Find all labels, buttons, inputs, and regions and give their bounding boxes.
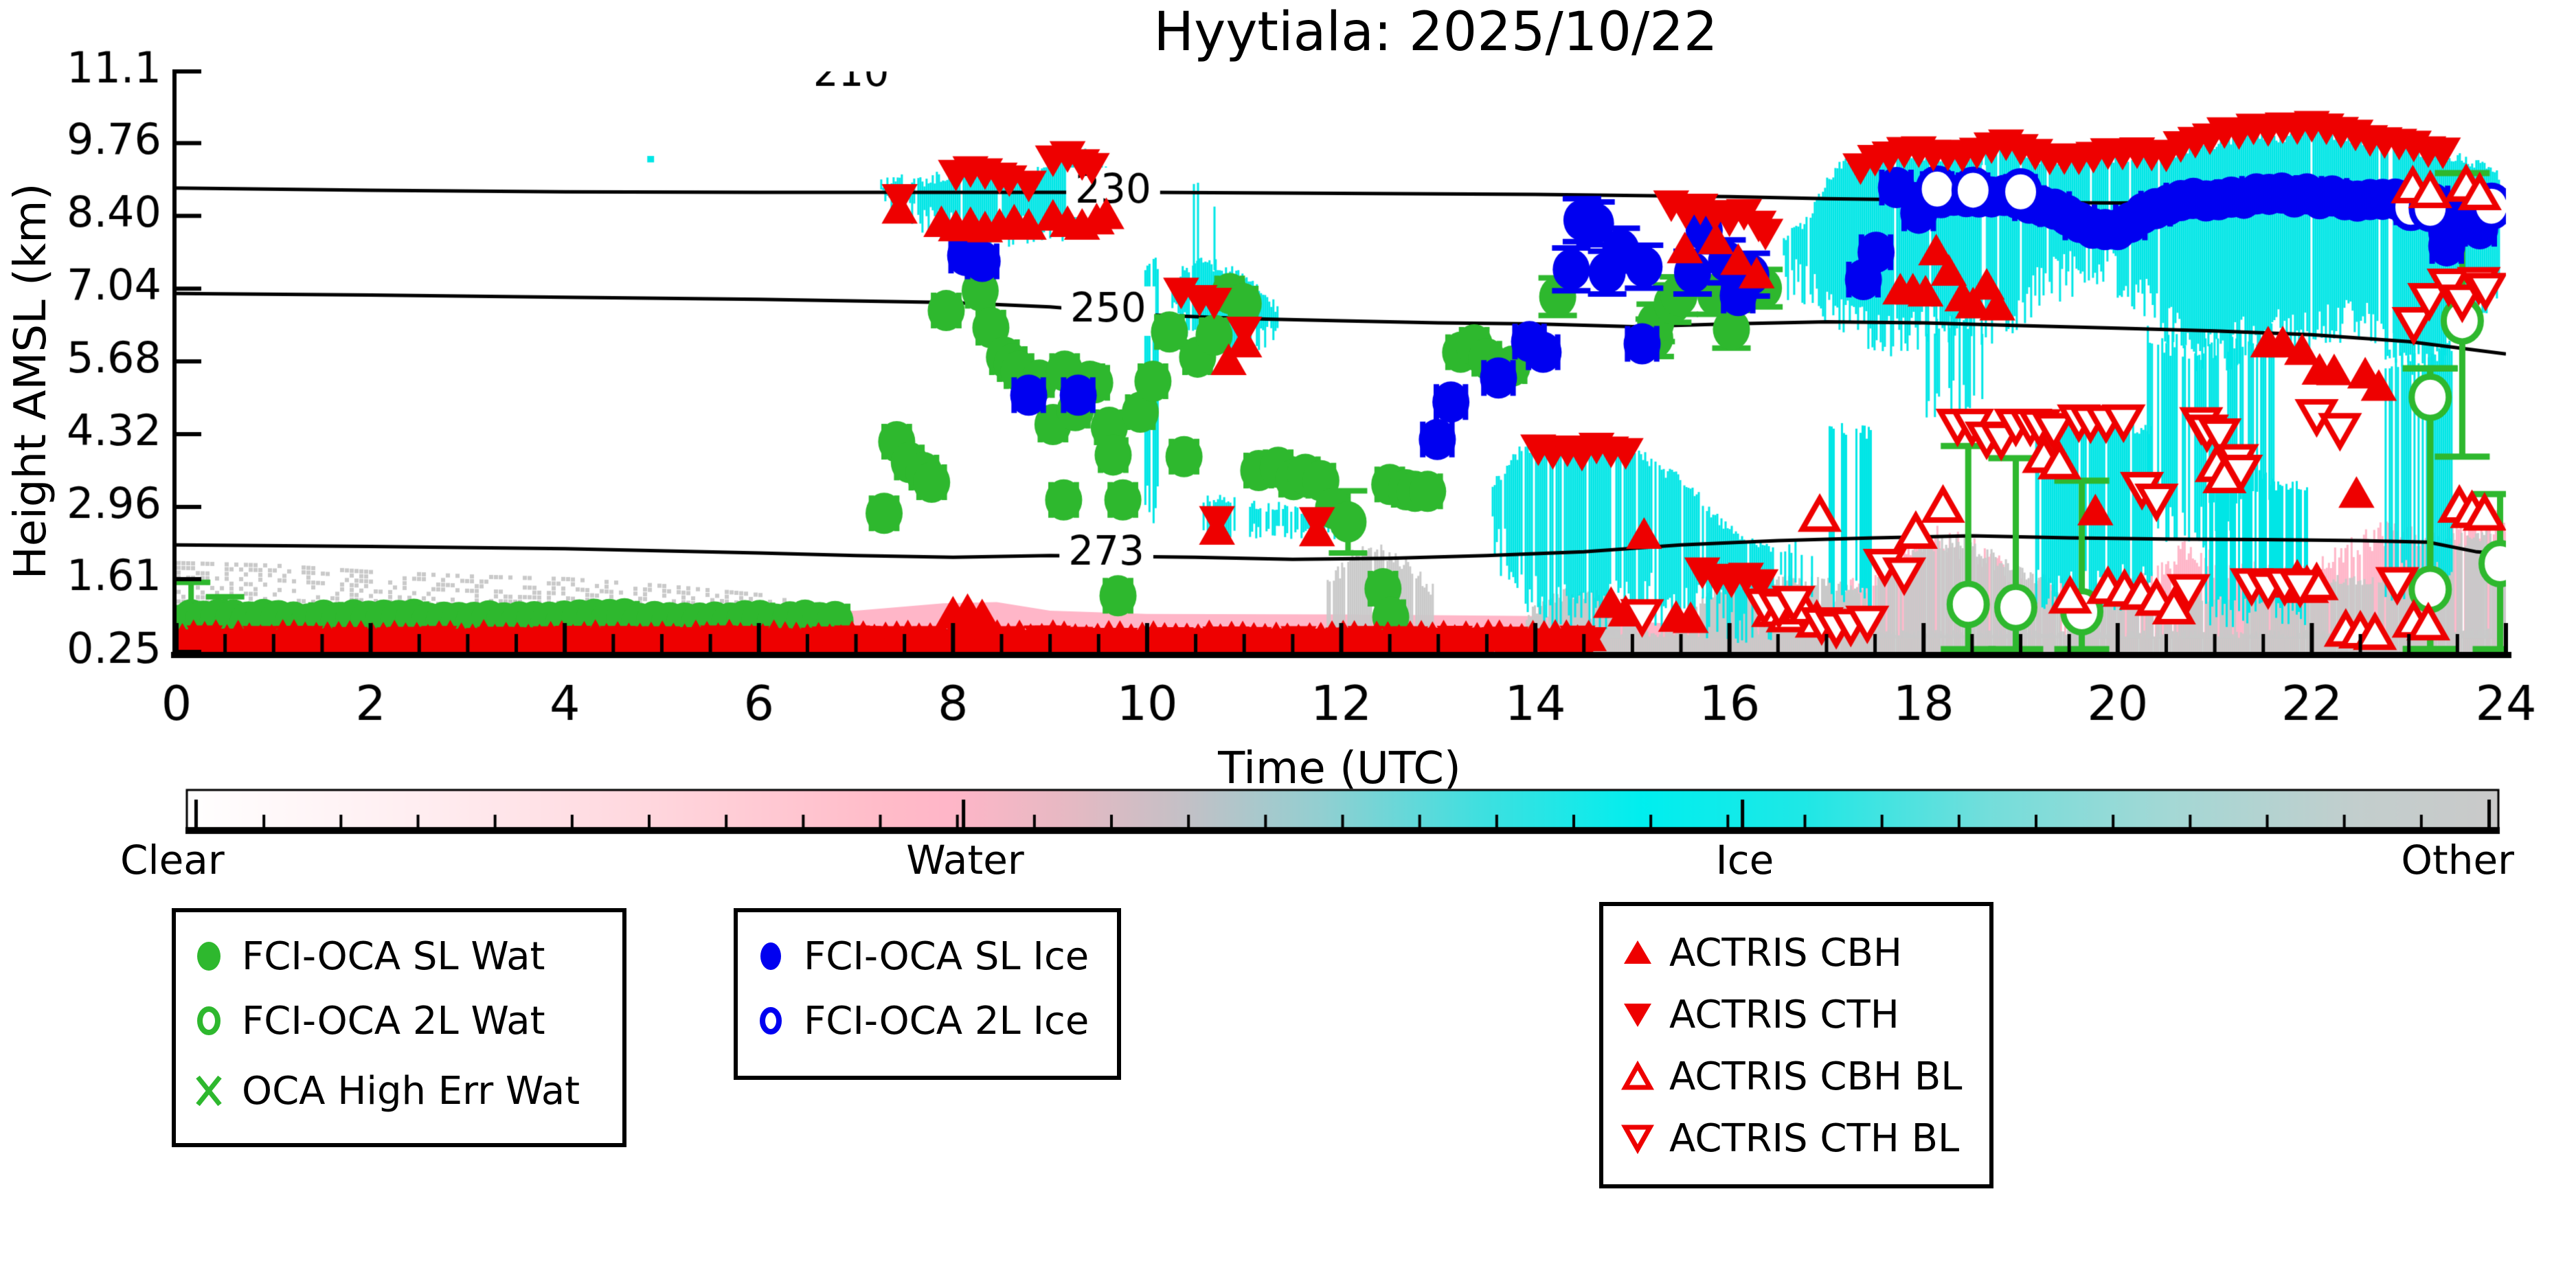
x-marker-icon (196, 1075, 222, 1107)
legend-item: FCI-OCA 2L Wat (191, 996, 545, 1046)
legend-item-label: ACTRIS CTH BL (1669, 1116, 1960, 1161)
y-axis-label: Height AMSL (km) (5, 183, 56, 580)
legend-item-label: OCA High Err Wat (242, 1068, 580, 1114)
colorbar-label-other: Other (2401, 837, 2514, 883)
open-circle-icon (760, 1007, 782, 1035)
legend-item-label: FCI-OCA 2L Ice (804, 998, 1089, 1043)
legend-item: ACTRIS CTH (1618, 990, 1899, 1039)
page-title: Hyytiala: 2025/10/22 (1153, 1, 1718, 63)
open-circle-icon (197, 1006, 221, 1035)
legend-box-water: FCI-OCA SL Wat FCI-OCA 2L Wat OCA High E… (172, 908, 626, 1147)
legend-box-actris: ACTRIS CBH ACTRIS CTH ACTRIS CBH BL ACTR… (1599, 902, 1993, 1188)
legend-item-label: FCI-OCA 2L Wat (242, 998, 545, 1043)
open-triangle-up-icon (1621, 1060, 1654, 1090)
legend-item: FCI-OCA SL Ice (753, 931, 1089, 981)
legend-item: FCI-OCA 2L Ice (753, 996, 1089, 1046)
legend-item: FCI-OCA SL Wat (191, 931, 545, 981)
legend-item: ACTRIS CBH (1618, 928, 1902, 978)
legend-item: ACTRIS CTH BL (1618, 1114, 1959, 1163)
legend-box-ice: FCI-OCA SL Ice FCI-OCA 2L Ice (734, 908, 1121, 1080)
legend-item-label: FCI-OCA SL Wat (242, 934, 545, 979)
open-triangle-down-icon (1621, 1125, 1654, 1155)
colorbar-label-water: Water (906, 837, 1024, 883)
filled-circle-icon (197, 942, 221, 971)
legend-item-label: ACTRIS CTH (1669, 992, 1899, 1037)
colorbar-label-clear: Clear (120, 837, 225, 883)
filled-triangle-up-icon (1624, 940, 1651, 964)
legend-item-label: ACTRIS CBH BL (1669, 1054, 1963, 1099)
legend-item-label: ACTRIS CBH (1669, 930, 1903, 975)
legend-item-label: FCI-OCA SL Ice (804, 934, 1089, 979)
filled-triangle-down-icon (1624, 1004, 1651, 1027)
colorbar-label-ice: Ice (1715, 837, 1774, 883)
filled-circle-icon (760, 942, 781, 970)
legend-item: ACTRIS CBH BL (1618, 1052, 1962, 1101)
x-axis-label: Time (UTC) (1218, 743, 1461, 794)
legend-item: OCA High Err Wat (191, 1066, 580, 1116)
